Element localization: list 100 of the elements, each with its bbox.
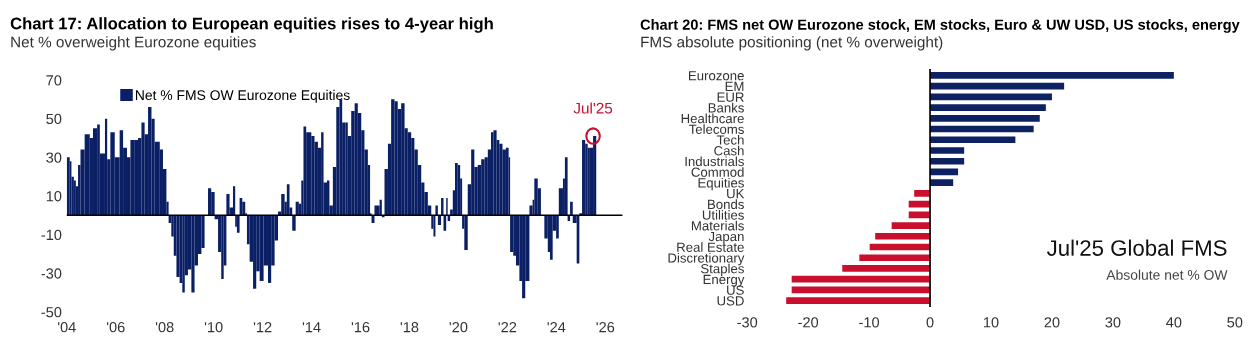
y-tick-label: 30 xyxy=(46,152,62,163)
bar xyxy=(435,205,438,216)
x-tick-label: '06 xyxy=(106,321,125,333)
chart-subtitle: FMS absolute positioning (net % overweight) xyxy=(641,36,943,51)
legend-label: Net % FMS OW Eurozone Equities xyxy=(135,89,350,103)
x-tick-label: -30 xyxy=(737,317,758,328)
y-tick-label: Discretionary xyxy=(668,252,745,266)
bar xyxy=(471,149,475,216)
bar xyxy=(321,132,324,216)
bar xyxy=(259,215,264,281)
bar xyxy=(464,215,468,251)
bar xyxy=(570,201,573,216)
x-tick-label: '04 xyxy=(58,321,76,333)
bar xyxy=(522,215,526,299)
y-tick-label: Tech xyxy=(716,134,744,145)
y-tick-label: Staples xyxy=(700,263,744,276)
y-tick-label: Telecoms xyxy=(688,124,744,134)
x-tick-label: '18 xyxy=(400,321,419,333)
bar xyxy=(281,194,285,216)
bar xyxy=(549,215,553,260)
bar xyxy=(141,122,145,216)
x-tick-label: -10 xyxy=(859,317,880,328)
y-tick-label: -30 xyxy=(41,268,62,279)
bar xyxy=(930,147,965,154)
bar xyxy=(286,184,290,216)
bar xyxy=(930,104,1046,111)
bar xyxy=(593,136,597,216)
x-tick-label: 10 xyxy=(983,317,999,328)
bar xyxy=(505,147,509,216)
x-tick-label: 40 xyxy=(1166,317,1182,328)
bar xyxy=(481,159,485,216)
bar xyxy=(891,222,931,229)
bar xyxy=(221,215,224,280)
bar xyxy=(499,143,503,216)
chart-subtitle: Net % overweight Eurozone equities xyxy=(11,36,256,51)
bar xyxy=(859,254,931,262)
bar xyxy=(930,72,1174,79)
x-tick-label: 0 xyxy=(926,317,934,328)
bar xyxy=(401,103,405,216)
x-tick-label: 30 xyxy=(1105,317,1121,328)
y-tick-label: Japan xyxy=(708,231,744,244)
y-tick-label: -10 xyxy=(41,229,62,241)
y-tick-label: Real Estate xyxy=(677,242,744,252)
bar xyxy=(842,265,931,272)
annotation: Absolute net % OW xyxy=(1106,269,1228,280)
x-tick-label: '14 xyxy=(302,322,321,333)
bar xyxy=(208,188,212,216)
y-tick-label: Banks xyxy=(708,102,744,113)
bar xyxy=(875,232,931,240)
bar xyxy=(930,157,965,165)
bar xyxy=(556,215,559,239)
bar xyxy=(182,215,185,293)
y-tick-label: UK xyxy=(727,189,745,199)
y-tick-label: Industrials xyxy=(685,156,744,167)
x-tick-label: 20 xyxy=(1044,317,1060,328)
annotation: Jul'25 Global FMS xyxy=(1046,239,1227,256)
bar xyxy=(441,197,444,216)
bar xyxy=(914,190,931,197)
y-tick-label: Commod xyxy=(691,167,744,177)
bar xyxy=(394,101,398,216)
bar xyxy=(236,215,240,233)
bar xyxy=(226,194,230,216)
bar xyxy=(134,139,139,216)
y-tick-label: USD xyxy=(717,296,744,306)
y-tick-label: 50 xyxy=(46,113,62,125)
bar xyxy=(253,215,257,289)
y-tick-label: Equities xyxy=(698,177,744,191)
bar xyxy=(66,157,70,216)
bar xyxy=(510,215,514,252)
bar xyxy=(930,125,1034,133)
bar xyxy=(92,128,98,216)
y-tick-label: Energy xyxy=(703,274,745,287)
chart-title: Chart 20: FMS net OW Eurozone stock, EM stocks, Euro & UW USD, US stocks, energy xyxy=(640,19,1240,33)
y-tick-label: EM xyxy=(725,81,744,91)
x-tick-label: '12 xyxy=(253,321,272,333)
y-tick-label: US xyxy=(727,285,744,295)
bar xyxy=(786,297,931,304)
bar xyxy=(564,157,568,216)
y-tick-label: Eurozone xyxy=(689,71,744,81)
x-tick-label: '08 xyxy=(155,321,174,333)
bar xyxy=(303,126,307,216)
bar xyxy=(354,103,358,216)
y-tick-label: -50 xyxy=(41,306,62,318)
bar xyxy=(930,93,1052,101)
bar xyxy=(930,115,1040,122)
bar xyxy=(391,99,395,216)
bar xyxy=(930,179,954,186)
bar xyxy=(84,134,90,216)
x-tick-label: '26 xyxy=(596,321,615,333)
y-tick-label: Bonds xyxy=(708,199,744,210)
bar xyxy=(211,192,215,216)
bar xyxy=(930,136,1016,144)
x-tick-label: '20 xyxy=(449,321,468,333)
y-tick-label: 70 xyxy=(46,75,62,86)
bar xyxy=(930,82,1065,90)
y-tick-label: Healthcare xyxy=(681,113,744,124)
bar xyxy=(582,139,586,216)
y-tick-label: EUR xyxy=(717,92,744,102)
bar xyxy=(130,139,135,216)
bar xyxy=(191,215,195,293)
